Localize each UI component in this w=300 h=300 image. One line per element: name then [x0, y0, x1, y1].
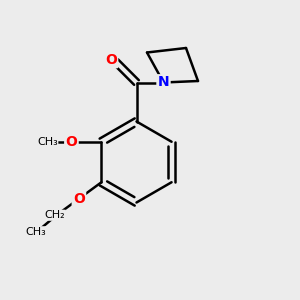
Text: N: N [158, 76, 169, 89]
Text: CH₃: CH₃ [37, 137, 58, 147]
Text: O: O [105, 53, 117, 67]
Text: O: O [65, 135, 77, 149]
Text: CH₃: CH₃ [25, 227, 46, 237]
Text: CH₂: CH₂ [45, 210, 65, 220]
Text: O: O [73, 192, 85, 206]
